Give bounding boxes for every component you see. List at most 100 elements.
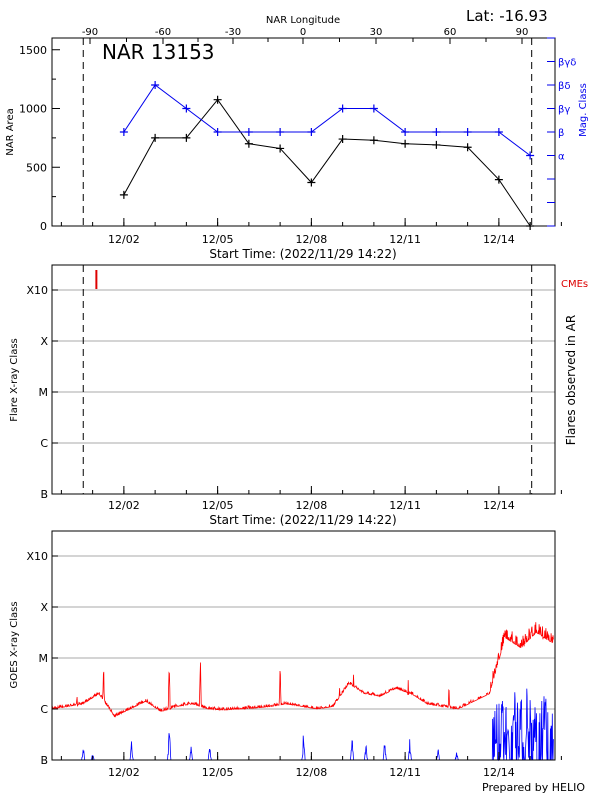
data-point	[119, 128, 128, 136]
y-tick-label: 500	[26, 161, 47, 174]
y-tick-label: X10	[26, 550, 48, 563]
y-tick-label: C	[40, 437, 48, 450]
mag-class-axis: α β βγ βδ βγδ	[547, 37, 576, 227]
y-tick-label: 1000	[19, 103, 47, 116]
y-tick-label: X10	[26, 284, 48, 297]
top-tick-label: 30	[370, 27, 383, 38]
top-tick-label: -30	[225, 27, 241, 38]
flare-grid	[52, 265, 555, 494]
data-point	[494, 128, 503, 136]
goes-y-label: GOES X-ray Class	[9, 601, 20, 688]
goes-short-channel	[52, 688, 554, 762]
data-point	[463, 128, 472, 136]
data-point	[526, 222, 535, 230]
data-point	[151, 133, 160, 142]
x-tick-label: 12/02	[108, 766, 140, 779]
x-tick-label: 12/11	[389, 499, 421, 512]
data-point	[244, 139, 253, 148]
x-tick-label: 12/02	[108, 233, 140, 246]
mag-tick-label: βδ	[558, 81, 571, 92]
y-tick-label: B	[40, 488, 48, 501]
data-point	[213, 128, 222, 136]
data-point	[401, 139, 410, 148]
x-tick-label: 12/05	[202, 233, 234, 246]
goes-long-channel	[51, 622, 554, 718]
data-point	[338, 104, 347, 113]
goes-series	[51, 622, 554, 762]
top-tick-label: -60	[155, 27, 171, 38]
data-point	[432, 128, 441, 136]
x-tick-label: 12/08	[296, 499, 328, 512]
data-point	[119, 190, 128, 199]
top-tick-label: 90	[516, 27, 529, 38]
flare-x-axis: 12/02 12/05 12/08 12/11 12/14	[60, 486, 562, 512]
top-tick-label: 60	[444, 27, 457, 38]
prepared-by-label: Prepared by HELIO	[482, 781, 585, 794]
flare-panel: B C M X X10 12/02 12/05 12/08 12/11 12/14 CMEs F…	[9, 264, 588, 527]
series-line	[123, 98, 531, 227]
data-point	[494, 175, 503, 184]
goes-x-axis: 12/02 12/05 12/08 12/11 12/14	[60, 752, 562, 779]
data-point	[307, 178, 316, 187]
nar-area-panel: Lat: -16.93 NAR Longitude -90 -60 -30 0 30 60…	[5, 7, 589, 261]
goes-frame	[51, 530, 556, 761]
data-point	[276, 128, 285, 136]
top-tick-label: 0	[300, 27, 306, 38]
y-tick-label: B	[40, 754, 48, 767]
mag-tick-label: βγδ	[558, 58, 576, 69]
x-tick-label: 12/14	[483, 766, 515, 779]
data-point	[526, 151, 535, 160]
flare-y-axis: B C M X X10	[26, 284, 58, 501]
start-time-label-1: Start Time: (2022/11/29 14:22)	[209, 247, 396, 261]
flare-frame	[51, 264, 556, 495]
top-axis-title: NAR Longitude	[266, 15, 340, 26]
flare-right-label: Flares observed in AR	[564, 315, 578, 445]
nar-area-y-label: NAR Area	[5, 108, 16, 155]
goes-panel: B C M X X10 12/02 12/05 12/08 12/11 12/14 GOES X…	[9, 530, 585, 794]
data-point	[182, 133, 191, 142]
y-tick-label: M	[39, 652, 49, 665]
nar-area-x-axis: 12/02 12/05 12/08 12/11 12/14	[60, 218, 562, 246]
mag-tick-label: βγ	[558, 105, 570, 116]
data-point	[463, 143, 472, 152]
top-axis-ticks: -90 -60 -30 0 30 60 90	[82, 27, 529, 44]
x-tick-label: 12/11	[389, 233, 421, 246]
cme-legend: CMEs	[561, 279, 588, 290]
x-tick-label: 12/14	[483, 233, 515, 246]
mag-class-label: Mag. Class	[578, 83, 589, 137]
y-tick-label: M	[39, 386, 49, 399]
y-tick-label: 0	[40, 220, 47, 233]
data-point	[369, 136, 378, 145]
y-tick-label: C	[40, 703, 48, 716]
lat-label: Lat: -16.93	[466, 7, 548, 25]
data-point	[213, 95, 222, 104]
nar-area-y-axis: 0 500 1000 1500	[19, 44, 60, 233]
mag-tick-label: α	[558, 152, 565, 163]
y-tick-label: X	[40, 335, 48, 348]
mag-tick-label: β	[558, 128, 564, 139]
x-tick-label: 12/08	[296, 233, 328, 246]
flare-y-label: Flare X-ray Class	[9, 338, 20, 422]
data-point	[432, 140, 441, 149]
x-tick-label: 12/08	[296, 766, 328, 779]
data-point	[307, 128, 316, 136]
x-tick-label: 12/11	[389, 766, 421, 779]
x-tick-label: 12/02	[108, 499, 140, 512]
start-time-label-2: Start Time: (2022/11/29 14:22)	[209, 513, 396, 527]
data-point	[276, 144, 285, 153]
chart-title: NAR 13153	[102, 40, 215, 64]
nar-area-series	[119, 81, 535, 230]
goes-grid	[52, 555, 555, 710]
data-point	[338, 135, 347, 144]
y-tick-label: 1500	[19, 44, 47, 57]
top-tick-label: -90	[82, 27, 98, 38]
nar-area-dashes	[82, 38, 533, 226]
series-line	[123, 84, 531, 156]
y-tick-label: X	[40, 601, 48, 614]
x-tick-label: 12/05	[202, 499, 234, 512]
data-point	[244, 128, 253, 136]
x-tick-label: 12/05	[202, 766, 234, 779]
goes-y-axis: B C M X X10	[26, 550, 58, 767]
data-point	[182, 104, 191, 113]
